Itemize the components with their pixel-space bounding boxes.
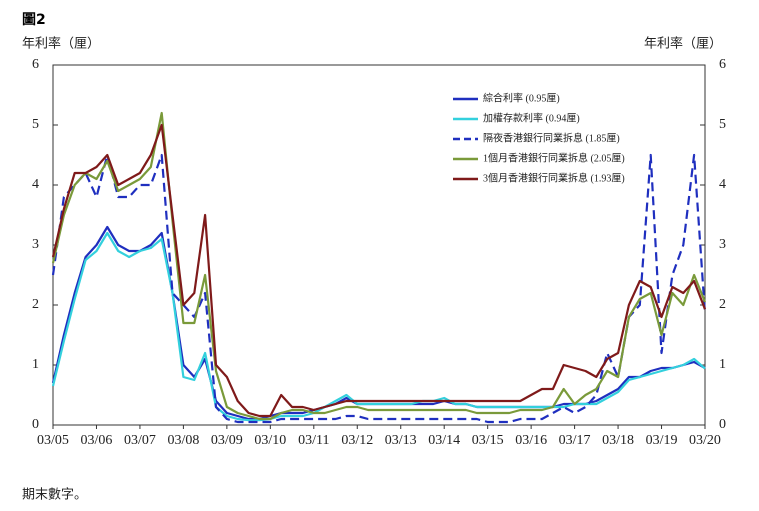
y2-tick-label: 3 bbox=[719, 237, 726, 252]
y-tick-label: 2 bbox=[32, 297, 39, 312]
series-line bbox=[51, 123, 707, 418]
legend-label: 1個月香港銀行同業拆息 (2.05厘) bbox=[483, 151, 625, 164]
y-tick-label: 0 bbox=[32, 417, 39, 432]
x-tick-label: 03/20 bbox=[689, 433, 721, 448]
x-tick-label: 03/17 bbox=[559, 433, 591, 448]
x-tick-label: 03/10 bbox=[254, 433, 286, 448]
y-tick-label: 1 bbox=[32, 357, 39, 372]
x-tick-label: 03/14 bbox=[428, 433, 460, 448]
y-tick-label: 3 bbox=[32, 237, 39, 252]
y2-tick-label: 4 bbox=[719, 177, 726, 192]
x-tick-label: 03/06 bbox=[81, 433, 113, 448]
x-tick-label: 03/05 bbox=[37, 433, 69, 448]
y2-tick-label: 5 bbox=[719, 117, 726, 132]
y2-tick-label: 2 bbox=[719, 297, 726, 312]
x-tick-label: 03/12 bbox=[341, 433, 373, 448]
y-tick-label: 5 bbox=[32, 117, 39, 132]
x-tick-label: 03/07 bbox=[124, 433, 156, 448]
x-tick-label: 03/15 bbox=[472, 433, 504, 448]
series-line bbox=[51, 153, 707, 424]
x-tick-label: 03/19 bbox=[646, 433, 678, 448]
y-tick-label: 6 bbox=[32, 57, 39, 72]
series-line bbox=[51, 225, 706, 421]
x-tick-label: 03/13 bbox=[385, 433, 417, 448]
y2-axis-label: 年利率（厘） bbox=[644, 36, 722, 52]
legend-label: 加權存款利率 (0.94厘) bbox=[483, 111, 580, 124]
legend-label: 綜合利率 (0.95厘) bbox=[483, 91, 560, 104]
y2-tick-label: 6 bbox=[719, 57, 726, 72]
legend-label: 隔夜香港銀行同業拆息 (1.85厘) bbox=[483, 131, 620, 144]
y2-tick-label: 0 bbox=[719, 417, 726, 432]
y-tick-label: 4 bbox=[32, 177, 39, 192]
x-tick-label: 03/16 bbox=[515, 433, 547, 448]
y-axis-label: 年利率（厘） bbox=[22, 36, 100, 52]
series-line bbox=[51, 111, 707, 421]
series-line bbox=[51, 231, 706, 422]
x-tick-label: 03/11 bbox=[298, 433, 329, 448]
x-tick-label: 03/18 bbox=[602, 433, 634, 448]
legend-label: 3個月香港銀行同業拆息 (1.93厘) bbox=[483, 171, 625, 184]
x-tick-label: 03/09 bbox=[211, 433, 243, 448]
chart-title: 圖2 bbox=[22, 11, 46, 28]
footnote: 期末數字。 bbox=[22, 488, 87, 503]
y2-tick-label: 1 bbox=[719, 357, 726, 372]
x-tick-label: 03/08 bbox=[167, 433, 199, 448]
